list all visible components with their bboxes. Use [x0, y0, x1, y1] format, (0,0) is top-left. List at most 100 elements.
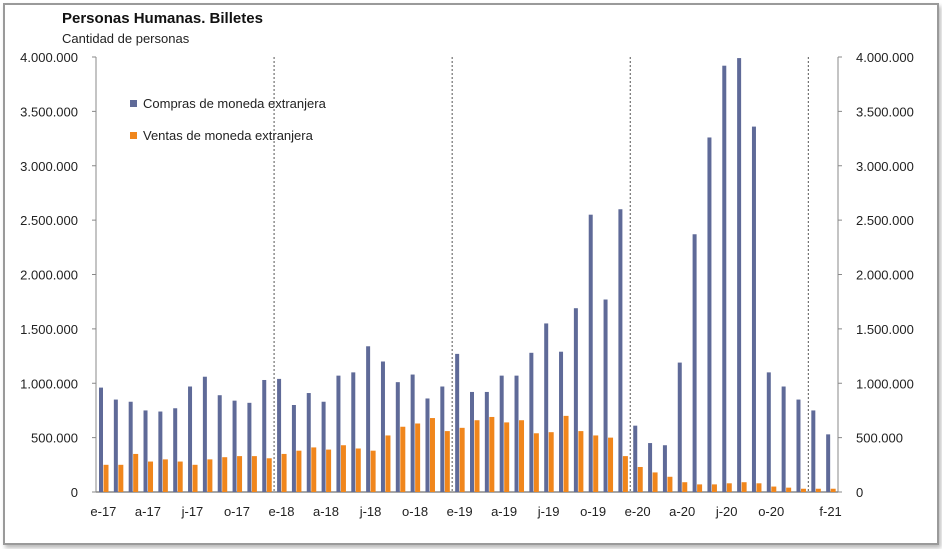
x-tick-label: o-18 — [402, 504, 428, 519]
bar-ventas — [429, 418, 435, 492]
bar-ventas — [266, 458, 272, 492]
bar-compras — [336, 375, 341, 492]
bar-ventas — [800, 488, 806, 492]
y-tick-label-right: 0 — [856, 485, 863, 500]
bar-ventas — [504, 422, 510, 492]
bar-ventas — [756, 483, 762, 492]
x-tick-label: f-21 — [819, 504, 841, 519]
x-tick-label: j-19 — [537, 504, 560, 519]
bar-ventas — [593, 435, 599, 492]
x-tick-label: e-18 — [268, 504, 294, 519]
bar-compras — [633, 425, 638, 492]
y-tick-label-left: 2.500.000 — [20, 213, 78, 228]
bar-ventas — [519, 420, 525, 492]
bar-ventas — [415, 423, 421, 492]
x-tick-label: a-20 — [669, 504, 695, 519]
chart-subtitle: Cantidad de personas — [62, 31, 190, 46]
bar-compras — [603, 299, 608, 492]
y-tick-label-right: 3.500.000 — [856, 104, 914, 119]
bar-ventas — [637, 466, 643, 492]
bar-ventas — [370, 450, 376, 492]
bar-ventas — [192, 464, 198, 492]
bar-compras — [662, 445, 667, 492]
bar-compras — [692, 234, 697, 492]
bar-compras — [425, 398, 430, 492]
bar-ventas — [667, 476, 673, 492]
bar-compras — [648, 443, 653, 492]
bar-ventas — [133, 453, 139, 492]
bar-ventas — [726, 483, 732, 492]
y-tick-label-left: 0 — [71, 485, 78, 500]
bar-ventas — [281, 453, 287, 492]
bar-compras — [751, 126, 756, 492]
bar-ventas — [444, 431, 450, 492]
bar-compras — [143, 410, 148, 492]
bar-ventas — [222, 457, 228, 492]
bar-compras — [202, 376, 207, 492]
bar-ventas — [771, 486, 777, 492]
bar-ventas — [533, 433, 539, 492]
bar-compras — [544, 323, 549, 492]
bar-compras — [470, 391, 474, 492]
x-tick-label: o-19 — [580, 504, 606, 519]
legend-swatch — [130, 132, 137, 139]
bar-compras — [99, 387, 103, 492]
bar-ventas — [815, 488, 821, 492]
y-tick-label-right: 3.000.000 — [856, 159, 914, 174]
bar-compras — [766, 372, 771, 492]
bar-ventas — [741, 482, 747, 492]
x-tick-label: a-18 — [313, 504, 339, 519]
bar-ventas — [355, 448, 361, 492]
y-tick-label-right: 2.000.000 — [856, 268, 914, 283]
bar-compras — [573, 308, 578, 492]
x-tick-label: a-19 — [491, 504, 517, 519]
x-tick-label: a-17 — [135, 504, 161, 519]
legend-label: Compras de moneda extranjera — [143, 96, 327, 111]
bar-compras — [128, 401, 133, 492]
bar-compras — [811, 410, 816, 492]
bar-compras — [232, 400, 237, 492]
bar-ventas — [400, 426, 406, 492]
y-tick-label-left: 1.500.000 — [20, 322, 78, 337]
bar-ventas — [177, 461, 183, 492]
x-tick-label: o-20 — [758, 504, 784, 519]
bar-ventas — [237, 456, 243, 492]
bar-compras — [277, 378, 282, 492]
x-tick-label: j-17 — [181, 504, 204, 519]
bar-compras — [559, 351, 564, 492]
x-tick-label: j-20 — [715, 504, 738, 519]
y-tick-label-left: 3.500.000 — [20, 104, 78, 119]
bar-ventas — [148, 461, 154, 492]
y-tick-label-right: 2.500.000 — [856, 213, 914, 228]
bar-compras — [781, 386, 786, 492]
y-tick-label-right: 500.000 — [856, 431, 903, 446]
y-tick-label-right: 4.000.000 — [856, 50, 914, 65]
y-tick-label-right: 1.000.000 — [856, 376, 914, 391]
chart-title: Personas Humanas. Billetes — [62, 10, 263, 27]
x-tick-label: j-18 — [359, 504, 382, 519]
bar-ventas — [326, 449, 332, 492]
bar-ventas — [622, 456, 628, 492]
bar-ventas — [207, 459, 213, 492]
bar-compras — [321, 401, 326, 492]
bar-compras — [306, 393, 311, 492]
bar-compras — [380, 361, 385, 492]
bar-compras — [707, 137, 712, 492]
bar-compras — [158, 411, 163, 492]
bar-compras — [529, 352, 534, 492]
bar-ventas — [385, 435, 391, 492]
bar-compras — [455, 353, 460, 492]
bar-compras — [351, 372, 356, 492]
legend-label: Ventas de moneda extranjera — [143, 128, 314, 143]
bar-compras — [618, 209, 623, 492]
bar-ventas — [251, 456, 257, 492]
bar-ventas — [608, 437, 614, 492]
x-tick-label: o-17 — [224, 504, 250, 519]
bar-compras — [113, 399, 118, 492]
bar-compras — [410, 374, 415, 492]
x-tick-label: e-19 — [447, 504, 473, 519]
legend-swatch — [130, 100, 137, 107]
bar-ventas — [578, 431, 584, 492]
bar-ventas — [489, 416, 495, 492]
y-tick-label-left: 500.000 — [31, 431, 78, 446]
